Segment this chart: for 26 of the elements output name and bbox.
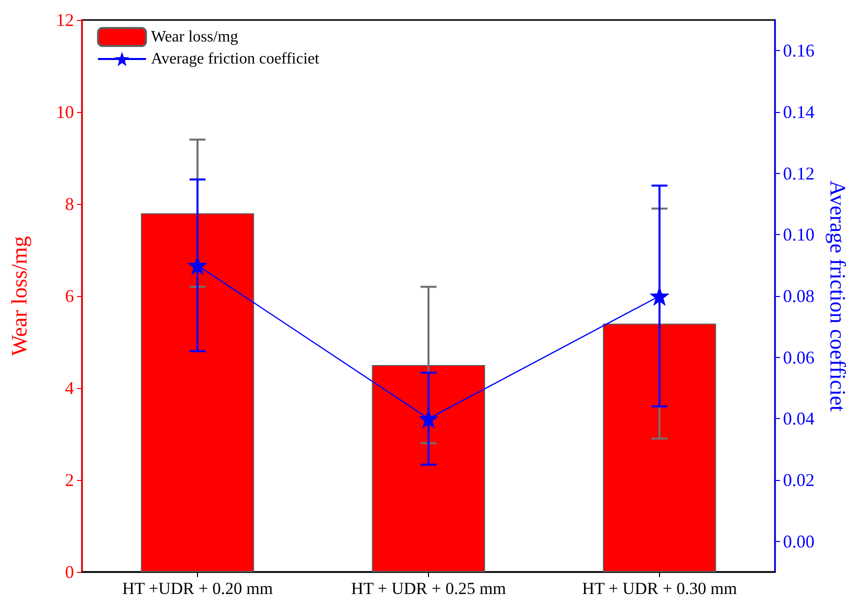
bar	[372, 365, 486, 572]
legend-label: Wear loss/mg	[151, 28, 238, 46]
y2-tick-label: 0.04	[783, 408, 814, 429]
y2-tick-label: 0.14	[783, 102, 814, 122]
y2-tick-label: 0.02	[783, 470, 814, 490]
bar	[602, 324, 716, 572]
y-tick-label: 2	[65, 470, 74, 490]
y2-tick-label: 0.10	[783, 224, 814, 245]
y2-tick-label: 0.12	[783, 163, 814, 184]
legend-label: Average friction coefficiet	[151, 50, 320, 68]
y2-axis-title: Average friction coefficiet	[826, 180, 850, 412]
y-tick-label: 6	[65, 286, 74, 306]
y2-tick-label: 0.00	[783, 531, 814, 552]
x-tick-label: HT + UDR + 0.25 mm	[351, 579, 506, 598]
y-tick-label: 8	[65, 194, 74, 214]
y-tick-label: 4	[65, 378, 74, 398]
x-tick-label: HT + UDR + 0.30 mm	[582, 579, 737, 598]
x-tick-label: HT +UDR + 0.20 mm	[122, 579, 273, 598]
y-tick-label: 10	[56, 102, 74, 122]
y2-tick-label: 0.16	[783, 40, 814, 61]
y-tick-label: 12	[56, 10, 74, 30]
y-axis-title: Wear loss/mg	[6, 236, 32, 356]
y2-tick-label: 0.06	[783, 347, 814, 368]
y-tick-label: 0	[65, 562, 74, 582]
y2-tick-label: 0.08	[783, 286, 814, 306]
bar	[140, 213, 254, 572]
